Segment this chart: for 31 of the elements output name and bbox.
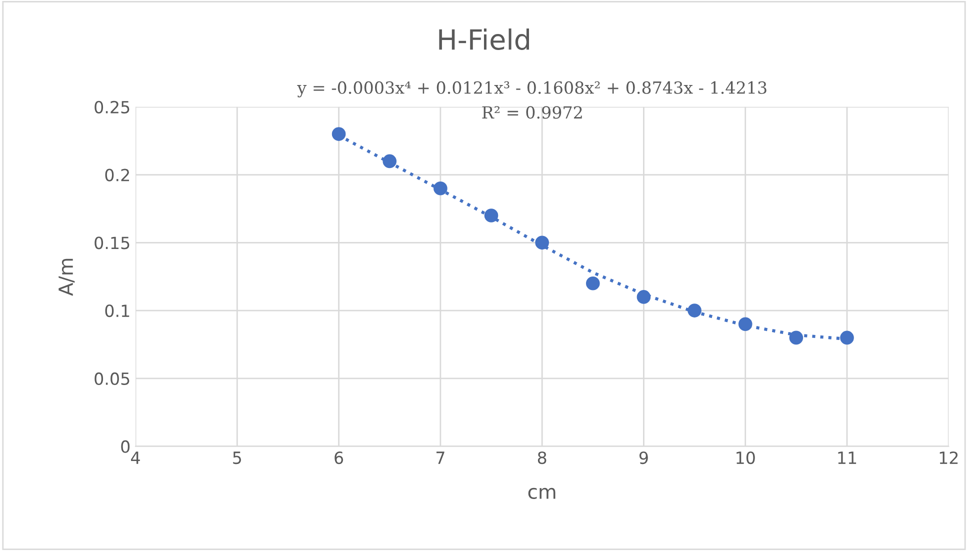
y-tick-label: 0.1 <box>105 304 130 318</box>
y-tick-label: 0 <box>121 440 130 453</box>
x-tick-label: 4 <box>131 452 140 464</box>
point <box>840 330 854 345</box>
y-tick-label: 0.25 <box>94 100 130 114</box>
point <box>636 290 651 304</box>
y-tick-label: 0.2 <box>105 168 129 182</box>
point <box>332 127 346 141</box>
point <box>738 317 752 332</box>
point <box>535 236 549 250</box>
x-tick-label: 11 <box>838 452 856 464</box>
chart-title: H-Field <box>439 28 529 50</box>
annotation: R² = 0.9972 <box>482 106 582 119</box>
point <box>688 304 702 318</box>
y-axis-title: A/m <box>58 258 75 296</box>
x-axis-title: cm <box>528 488 556 500</box>
x-tick-label: 8 <box>538 451 546 464</box>
x-tick-label: 9 <box>639 451 648 464</box>
point <box>586 276 600 290</box>
point <box>382 154 397 168</box>
x-tick-label: 6 <box>334 451 344 464</box>
text: y = -0.0003x⁴ + 0.0121x³ - 0.1608x² + 0.8743x - 1.4213 <box>297 81 766 98</box>
y-tick-label: 0.15 <box>94 236 130 250</box>
y-tick-label: 0.05 <box>94 372 130 385</box>
x-tick-label: 12 <box>940 451 958 464</box>
x-tick-label: 5 <box>233 452 242 464</box>
point <box>434 181 448 196</box>
x-tick-label: 10 <box>736 451 755 464</box>
x-tick-label: 7 <box>436 452 444 464</box>
point <box>484 208 498 222</box>
point <box>789 330 804 345</box>
